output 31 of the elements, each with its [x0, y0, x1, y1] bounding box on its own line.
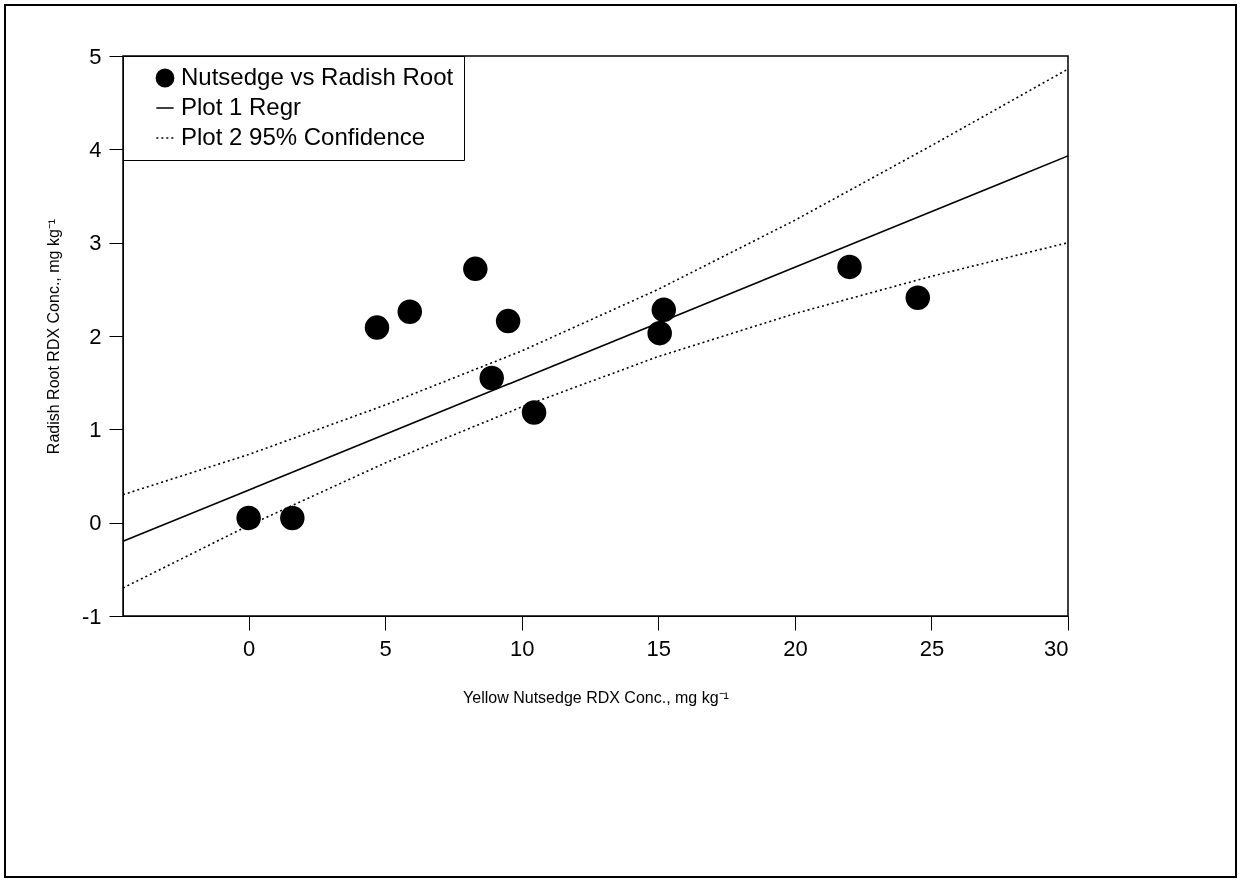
y-tick-label: -1	[81, 603, 102, 629]
point	[280, 505, 305, 531]
point	[651, 297, 677, 323]
x-tick-label: 25	[919, 635, 945, 661]
x-tick-label: 15	[646, 635, 672, 661]
y-tick-label: 1	[89, 416, 102, 442]
point	[236, 505, 261, 531]
x-axis-title: Yellow Nutsedge RDX Conc., mg kg⁻¹	[463, 688, 729, 706]
y-axis-title: Radish Root RDX Conc., mg kg⁻¹	[44, 218, 62, 455]
x-tick-label: 0	[243, 635, 256, 661]
point	[397, 299, 423, 324]
y-tick-label: 2	[89, 323, 102, 349]
point	[647, 320, 672, 346]
y-tick-label: 3	[89, 230, 102, 256]
point	[837, 254, 862, 280]
point	[479, 365, 504, 391]
point	[521, 400, 547, 425]
legend-label: Plot 1 Regr	[181, 93, 302, 120]
y-tick-label: 0	[89, 510, 102, 536]
x-tick-label: 10	[510, 635, 535, 661]
x-tick-label: 20	[783, 635, 808, 661]
y-tick-label: 5	[89, 43, 102, 69]
point	[495, 308, 521, 334]
legend-label: Nutsedge vs Radish Root	[181, 63, 454, 90]
x-tick-label: 5	[379, 635, 392, 661]
legend-label: Plot 2 95% Confidence	[181, 123, 426, 150]
x-tick-label: 30	[1044, 635, 1069, 661]
y-tick-label: 4	[89, 136, 102, 162]
point	[463, 256, 488, 282]
point	[905, 285, 931, 310]
point	[364, 315, 390, 340]
